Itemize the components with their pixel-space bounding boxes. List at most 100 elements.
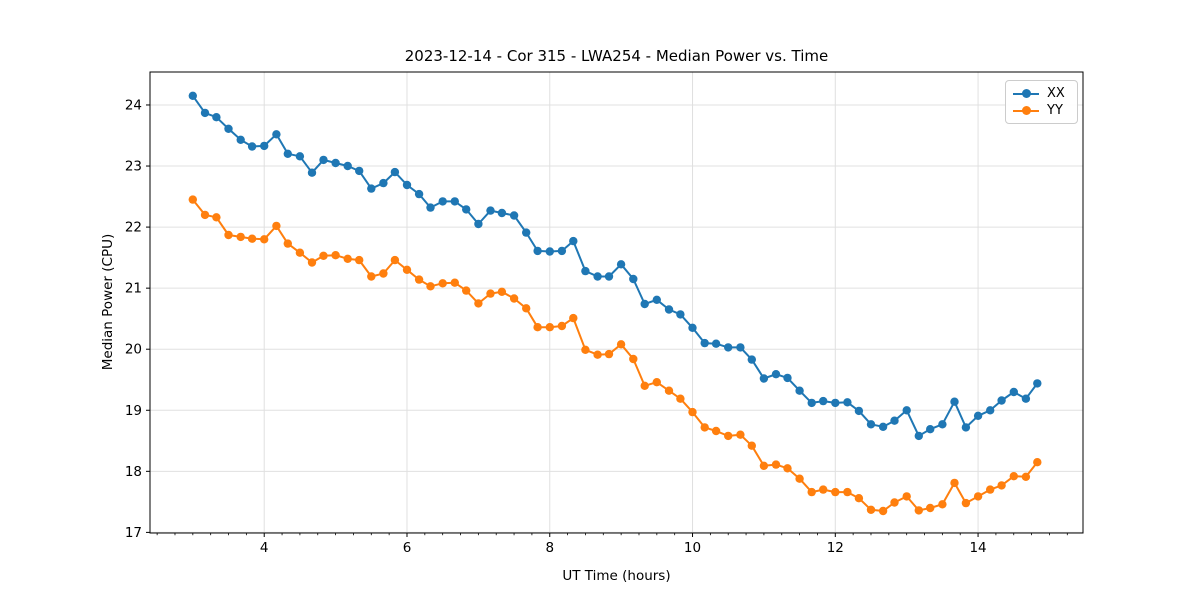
series-yy-marker	[402, 265, 412, 274]
series-yy-marker	[831, 487, 840, 497]
series-xx-marker	[295, 152, 305, 161]
series-yy-marker	[355, 255, 364, 265]
series-xx-marker	[902, 406, 911, 415]
series-yy-marker	[664, 386, 674, 395]
series-yy-marker	[771, 460, 781, 469]
series-xx-marker	[866, 420, 876, 429]
series-yy-marker	[807, 487, 816, 497]
series-xx-marker	[497, 208, 507, 218]
series-yy-marker	[438, 279, 447, 288]
series-xx-marker	[509, 211, 519, 220]
series-xx-marker	[260, 141, 269, 151]
series-yy-marker	[295, 248, 305, 257]
legend-swatch-xx	[1013, 89, 1039, 98]
series-yy-marker	[783, 464, 792, 473]
series-xx-marker	[533, 246, 542, 256]
series-xx-marker	[1009, 387, 1018, 397]
series-yy-marker	[379, 269, 388, 278]
series-xx-marker	[831, 398, 840, 408]
plot-border	[149, 71, 1084, 534]
series-xx-marker	[557, 246, 567, 256]
series-yy-marker	[569, 313, 578, 323]
series-yy-marker	[890, 498, 899, 507]
series-xx-marker	[747, 355, 756, 364]
legend-label-xx: XX	[1047, 86, 1065, 101]
legend-swatch-yy	[1013, 106, 1039, 115]
x-axis-label: UT Time (hours)	[562, 568, 671, 584]
series-yy-marker	[795, 474, 804, 483]
series-yy-marker	[997, 481, 1006, 490]
series-yy-marker	[283, 239, 292, 248]
series-yy-marker	[1033, 458, 1042, 467]
series-xx-marker	[1021, 394, 1031, 403]
series-yy-marker	[533, 323, 542, 332]
series-xx-marker	[545, 247, 554, 256]
series-yy-marker	[236, 232, 245, 242]
series-xx-marker	[247, 142, 257, 151]
series-xx-marker	[462, 205, 471, 214]
series-yy-marker	[973, 492, 983, 501]
series-yy-line	[191, 198, 1039, 512]
series-xx-marker	[986, 406, 995, 415]
series-yy-marker	[688, 407, 697, 417]
series-yy-marker	[545, 323, 554, 332]
series-xx-marker	[938, 420, 947, 429]
series-yy-marker	[640, 381, 649, 390]
series-yy-marker	[581, 345, 590, 354]
series-yy-marker	[307, 258, 317, 267]
series-yy-marker	[652, 378, 661, 387]
series-xx-marker	[950, 397, 959, 406]
series-yy-marker	[200, 210, 210, 220]
series-xx-marker	[783, 373, 792, 383]
series-yy-marker	[426, 282, 435, 291]
series-xx-marker	[1033, 379, 1042, 388]
y-tick-label: 23	[125, 159, 142, 175]
series-yy-marker	[188, 195, 197, 204]
series-yy-marker	[843, 487, 852, 497]
series-yy-marker	[986, 485, 995, 494]
series-xx-marker	[854, 406, 864, 416]
y-tick-label: 22	[125, 220, 142, 236]
x-tick-label: 8	[545, 540, 554, 556]
series-yy-marker	[462, 286, 471, 295]
series-xx-marker	[236, 135, 245, 144]
x-tick-label: 6	[403, 540, 412, 556]
series-yy-marker	[819, 485, 828, 494]
series-xx-marker	[319, 155, 328, 165]
x-tick-label: 4	[260, 540, 269, 556]
series-xx-marker	[711, 339, 721, 348]
series-xx-marker	[402, 180, 412, 190]
series-xx-marker	[331, 158, 340, 168]
y-tick-label: 17	[125, 525, 142, 541]
series-xx-marker	[961, 423, 971, 432]
y-axis-label: Median Power (CPU)	[100, 233, 116, 371]
series-yy-marker	[961, 498, 971, 508]
series-yy-marker	[1009, 472, 1018, 481]
series-yy-marker	[450, 278, 459, 287]
series-xx-marker	[664, 305, 674, 314]
series-xx-marker	[593, 272, 602, 281]
series-yy-marker	[866, 505, 876, 514]
series-yy-marker	[331, 251, 340, 260]
series-xx-marker	[973, 411, 983, 420]
series-yy-marker	[260, 235, 269, 244]
y-tick-label: 21	[125, 281, 142, 297]
series-yy-marker	[724, 431, 733, 441]
series-xx-marker	[878, 422, 888, 431]
series-xx-marker	[569, 236, 578, 246]
series-yy-marker	[497, 287, 507, 296]
series-yy-marker	[557, 321, 567, 331]
legend-item-xx: XX	[1013, 87, 1070, 100]
series-yy-marker	[747, 441, 756, 450]
series-xx-line	[191, 94, 1039, 437]
series-yy-marker	[390, 255, 400, 265]
series-xx-marker	[367, 184, 376, 193]
x-tick-label: 10	[684, 540, 701, 556]
series-xx-marker	[379, 178, 388, 188]
series-yy-marker	[629, 354, 638, 364]
series-yy-marker	[593, 350, 602, 359]
series-yy-marker	[914, 506, 923, 515]
series-xx-marker	[997, 396, 1006, 405]
